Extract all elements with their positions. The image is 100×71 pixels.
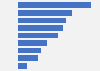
- Bar: [18, 40, 47, 46]
- Bar: [18, 63, 27, 69]
- Bar: [18, 10, 72, 15]
- Bar: [18, 25, 63, 31]
- Bar: [18, 2, 91, 8]
- Bar: [18, 56, 38, 61]
- Bar: [18, 48, 40, 53]
- Bar: [18, 18, 66, 23]
- Bar: [18, 33, 58, 38]
